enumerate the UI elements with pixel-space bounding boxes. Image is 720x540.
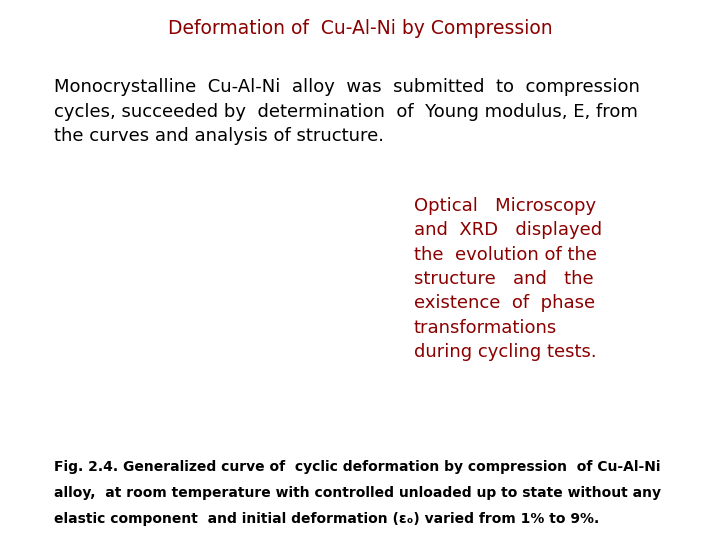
Text: Monocrystalline  Cu-Al-Ni  alloy  was  submitted  to  compression
cycles, succee: Monocrystalline Cu-Al-Ni alloy was submi… bbox=[54, 78, 640, 145]
Text: alloy,  at room temperature with controlled unloaded up to state without any: alloy, at room temperature with controll… bbox=[54, 486, 661, 500]
Text: Deformation of  Cu-Al-Ni by Compression: Deformation of Cu-Al-Ni by Compression bbox=[168, 19, 552, 38]
Text: elastic component  and initial deformation (εₒ) varied from 1% to 9%.: elastic component and initial deformatio… bbox=[54, 512, 599, 526]
Text: Optical   Microscopy
and  XRD   displayed
the  evolution of the
structure   and : Optical Microscopy and XRD displayed the… bbox=[414, 197, 602, 361]
Text: Fig. 2.4. Generalized curve of  cyclic deformation by compression  of Cu-Al-Ni: Fig. 2.4. Generalized curve of cyclic de… bbox=[54, 460, 660, 474]
